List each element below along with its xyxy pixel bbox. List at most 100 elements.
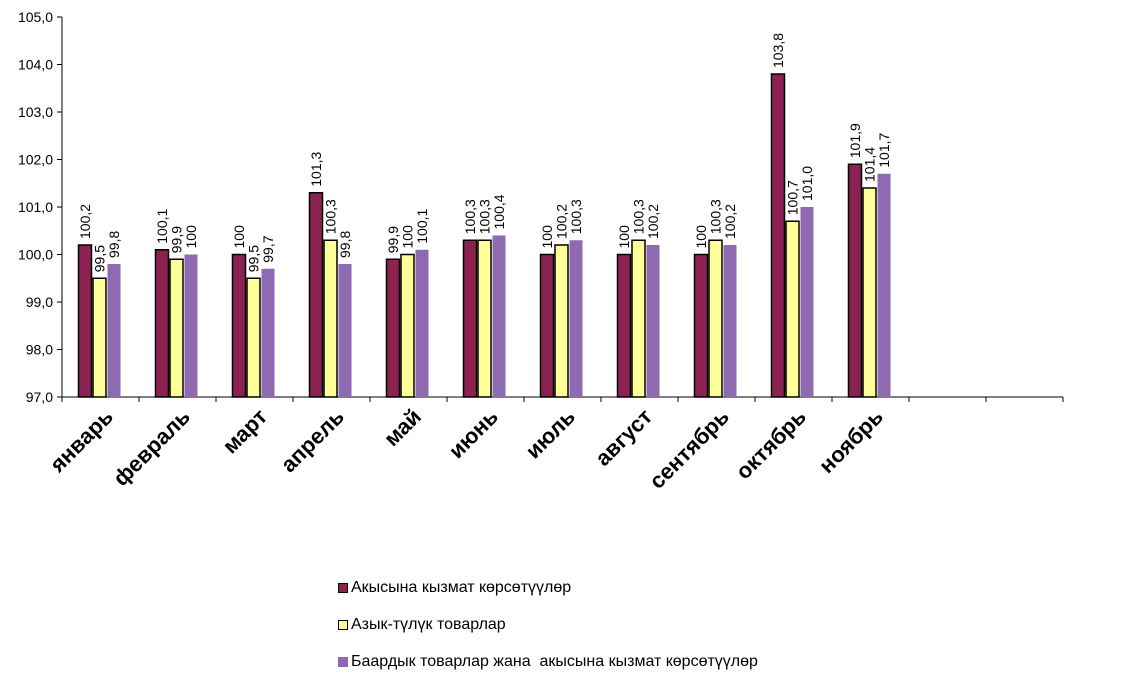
legend-label-all: Баардык товарлар жана акысына кызмат көр… xyxy=(351,653,758,670)
data-label: 99,7 xyxy=(260,235,276,262)
data-label: 101,0 xyxy=(799,166,815,201)
data-label: 101,4 xyxy=(862,147,878,182)
legend-item-all: Баардык товарлар жана акысына кызмат көр… xyxy=(338,652,758,672)
bar xyxy=(462,239,478,398)
data-label: 100 xyxy=(693,225,709,249)
legend-item-food: Азык-түлүк товарлар xyxy=(338,615,758,635)
bar xyxy=(400,253,415,398)
bar xyxy=(415,249,429,397)
bars xyxy=(77,73,891,398)
bar xyxy=(770,73,786,398)
x-tick-label: октябрь xyxy=(731,404,811,484)
data-label: 100,3 xyxy=(631,199,647,234)
y-tick-label: 102,0 xyxy=(18,152,53,168)
data-label: 100,2 xyxy=(554,204,570,239)
x-tick-label: ноябрь xyxy=(814,404,888,478)
x-tick-label: июль xyxy=(520,404,580,464)
data-label: 100,3 xyxy=(708,199,724,234)
bar xyxy=(107,264,121,397)
legend-label-food: Азык-түлүк товарлар xyxy=(351,616,506,633)
data-label: 100,3 xyxy=(568,199,584,234)
data-label: 100,4 xyxy=(491,194,507,229)
data-label: 101,9 xyxy=(847,123,863,158)
bar xyxy=(246,277,261,398)
data-label: 100,1 xyxy=(414,209,430,244)
bar xyxy=(708,239,723,398)
bar xyxy=(723,245,737,397)
data-label: 99,5 xyxy=(246,245,262,272)
legend-swatch-services xyxy=(338,583,348,593)
y-tick-label: 103,0 xyxy=(18,104,53,120)
y-tick-label: 99,0 xyxy=(26,294,53,310)
x-tick-label: январь xyxy=(44,404,118,478)
bar xyxy=(477,239,492,398)
data-label: 101,3 xyxy=(308,152,324,187)
y-tick-label: 98,0 xyxy=(26,342,53,358)
data-label: 99,8 xyxy=(337,231,353,258)
data-label: 99,8 xyxy=(106,231,122,258)
bar xyxy=(554,244,569,398)
x-tick-label: апрель xyxy=(276,404,349,477)
bar xyxy=(308,192,324,398)
data-label: 100 xyxy=(539,225,555,249)
bar xyxy=(338,264,352,397)
bar xyxy=(693,253,709,398)
bar xyxy=(800,207,814,397)
y-tick-label: 105,0 xyxy=(18,9,53,25)
x-tick-label: февраль xyxy=(108,404,195,491)
data-label: 100 xyxy=(616,225,632,249)
legend-swatch-food xyxy=(338,620,348,630)
x-tick-label: август xyxy=(590,404,657,471)
bar xyxy=(385,258,401,398)
y-tick-label: 101,0 xyxy=(18,199,53,215)
data-label: 100 xyxy=(231,225,247,249)
data-label: 100,2 xyxy=(645,204,661,239)
bar xyxy=(261,268,275,397)
legend-label-services: Акысына кызмат көрсөтүүлөр xyxy=(351,579,572,596)
y-tick-label: 97,0 xyxy=(26,389,53,405)
data-label: 100 xyxy=(400,225,416,249)
bar xyxy=(785,220,800,398)
data-label: 99,9 xyxy=(169,226,185,253)
x-tick-label: сентябрь xyxy=(644,404,734,494)
data-label: 100,3 xyxy=(323,199,339,234)
bar xyxy=(77,244,93,398)
bar xyxy=(92,277,107,398)
data-label: 103,8 xyxy=(770,33,786,68)
data-label: 100,3 xyxy=(477,199,493,234)
bar xyxy=(231,253,247,398)
bar xyxy=(616,253,632,398)
legend-swatch-all xyxy=(338,657,348,667)
x-tick-label: май xyxy=(379,404,426,451)
data-label: 100 xyxy=(183,225,199,249)
data-label: 100,7 xyxy=(785,180,801,215)
data-label: 100,3 xyxy=(462,199,478,234)
data-label: 100,1 xyxy=(154,209,170,244)
bar xyxy=(569,240,583,397)
data-label: 100,2 xyxy=(77,204,93,239)
bar xyxy=(323,239,338,398)
bar xyxy=(169,258,184,398)
data-label: 100,2 xyxy=(722,204,738,239)
data-label: 99,9 xyxy=(385,226,401,253)
bar xyxy=(631,239,646,398)
legend: Акысына кызмат көрсөтүүлөр Азык-түлүк то… xyxy=(338,578,758,689)
y-tick-label: 104,0 xyxy=(18,57,53,73)
x-tick-label: март xyxy=(217,404,272,459)
legend-item-services: Акысына кызмат көрсөтүүлөр xyxy=(338,578,758,598)
data-label: 101,7 xyxy=(876,133,892,168)
chart-svg: 97,0 98,0 99,0 100,0 101,0 102,0 103,0 104,0 105… xyxy=(18,9,1064,494)
x-tick-label: июнь xyxy=(444,404,503,463)
bar xyxy=(862,187,877,398)
bar xyxy=(492,235,506,397)
data-label: 99,5 xyxy=(92,245,108,272)
bar xyxy=(184,254,198,397)
bar xyxy=(646,245,660,397)
bar xyxy=(847,163,863,398)
bar xyxy=(154,249,170,398)
bar xyxy=(539,253,555,398)
y-tick-label: 100,0 xyxy=(18,247,53,263)
bar xyxy=(877,173,891,397)
